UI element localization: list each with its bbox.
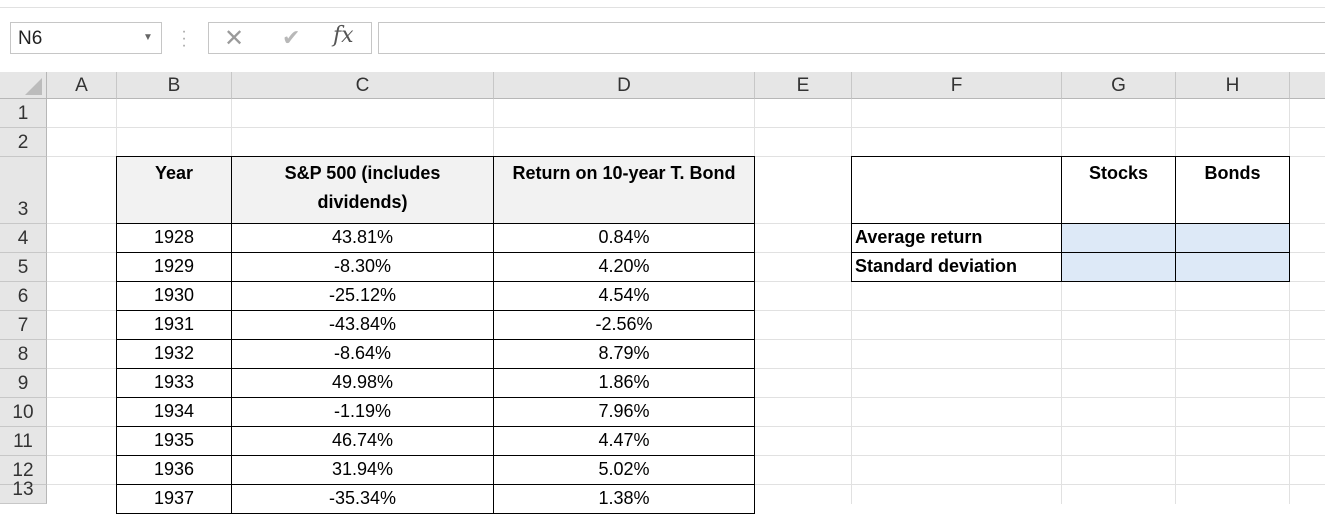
stats-label[interactable]: Standard deviation — [851, 252, 1062, 282]
stats-input-bonds[interactable] — [1175, 252, 1290, 282]
table-cell[interactable]: 1937 — [116, 484, 232, 514]
table-cell[interactable]: -2.56% — [493, 310, 755, 340]
table-cell[interactable]: 1936 — [116, 455, 232, 485]
gridline — [1289, 99, 1290, 504]
column-header-f[interactable]: F — [852, 72, 1062, 99]
stats-label[interactable]: Average return — [851, 223, 1062, 253]
table-cell[interactable]: 1935 — [116, 426, 232, 456]
table-cell[interactable]: -25.12% — [231, 281, 494, 311]
table-cell[interactable]: 5.02% — [493, 455, 755, 485]
table-cell[interactable]: -43.84% — [231, 310, 494, 340]
table-cell[interactable]: 4.54% — [493, 281, 755, 311]
stats-header-blank[interactable] — [851, 156, 1062, 224]
table-cell[interactable]: 4.20% — [493, 252, 755, 282]
table-cell[interactable]: 8.79% — [493, 339, 755, 369]
column-header-extra[interactable] — [1290, 72, 1325, 99]
select-all-button[interactable] — [0, 72, 47, 99]
table-cell[interactable]: 0.84% — [493, 223, 755, 253]
table-cell[interactable]: 1931 — [116, 310, 232, 340]
column-header-c[interactable]: C — [232, 72, 494, 99]
gridline — [1175, 99, 1176, 504]
table-cell[interactable]: 1.86% — [493, 368, 755, 398]
table-cell[interactable]: 1930 — [116, 281, 232, 311]
table-cell[interactable]: 1928 — [116, 223, 232, 253]
name-box-value: N6 — [18, 28, 43, 49]
table-cell[interactable]: 1933 — [116, 368, 232, 398]
gridline — [47, 127, 1325, 128]
row-header-4[interactable]: 4 — [0, 224, 47, 253]
stats-input-stocks[interactable] — [1061, 252, 1176, 282]
row-header-13[interactable]: 13 — [0, 479, 47, 504]
row-header-12[interactable]: 12 — [0, 456, 47, 485]
column-header-g[interactable]: G — [1062, 72, 1176, 99]
ribbon-edge — [0, 0, 1325, 8]
stats-header-stocks[interactable]: Stocks — [1061, 156, 1176, 224]
row-header-8[interactable]: 8 — [0, 340, 47, 369]
table-cell[interactable]: 49.98% — [231, 368, 494, 398]
table-cell[interactable]: -1.19% — [231, 397, 494, 427]
table-header-year[interactable]: Year — [116, 156, 232, 224]
column-header-e[interactable]: E — [755, 72, 852, 99]
table-cell[interactable]: 1932 — [116, 339, 232, 369]
table-cell[interactable]: 1934 — [116, 397, 232, 427]
row-header-11[interactable]: 11 — [0, 427, 47, 456]
row-header-2[interactable]: 2 — [0, 128, 47, 157]
table-cell[interactable]: 4.47% — [493, 426, 755, 456]
name-box[interactable] — [10, 22, 162, 54]
formula-input[interactable] — [378, 22, 1325, 54]
table-cell[interactable]: -8.64% — [231, 339, 494, 369]
table-cell[interactable]: 43.81% — [231, 223, 494, 253]
cancel-icon[interactable]: ✕ — [224, 25, 245, 52]
stats-input-stocks[interactable] — [1061, 223, 1176, 253]
row-header-3[interactable]: 3 — [0, 157, 47, 224]
column-header-b[interactable]: B — [117, 72, 232, 99]
table-cell[interactable]: 31.94% — [231, 455, 494, 485]
gridline — [1061, 99, 1062, 504]
insert-function-icon[interactable]: fx — [333, 23, 354, 48]
table-cell[interactable]: -8.30% — [231, 252, 494, 282]
column-header-a[interactable]: A — [47, 72, 117, 99]
enter-check-icon[interactable]: ✔ — [282, 25, 301, 50]
table-header-sp500[interactable]: S&P 500 (includes dividends) — [231, 156, 494, 224]
formula-bar-splitter-icon[interactable]: · · · — [181, 23, 187, 54]
row-header-6[interactable]: 6 — [0, 282, 47, 311]
table-cell[interactable]: 1929 — [116, 252, 232, 282]
column-header-d[interactable]: D — [494, 72, 755, 99]
stats-input-bonds[interactable] — [1175, 223, 1290, 253]
row-header-5[interactable]: 5 — [0, 253, 47, 282]
row-header-10[interactable]: 10 — [0, 398, 47, 427]
gridline — [851, 99, 852, 504]
stats-header-bonds[interactable]: Bonds — [1175, 156, 1290, 224]
table-cell[interactable]: 46.74% — [231, 426, 494, 456]
table-cell[interactable]: 7.96% — [493, 397, 755, 427]
row-header-7[interactable]: 7 — [0, 311, 47, 340]
row-header-1[interactable]: 1 — [0, 99, 47, 128]
table-cell[interactable]: 1.38% — [493, 484, 755, 514]
row-header-9[interactable]: 9 — [0, 369, 47, 398]
name-box-dropdown-icon[interactable]: ▼ — [143, 32, 153, 43]
table-header-tbond[interactable]: Return on 10-year T. Bond — [493, 156, 755, 224]
formula-buttons — [208, 22, 372, 54]
table-cell[interactable]: -35.34% — [231, 484, 494, 514]
column-header-h[interactable]: H — [1176, 72, 1290, 99]
